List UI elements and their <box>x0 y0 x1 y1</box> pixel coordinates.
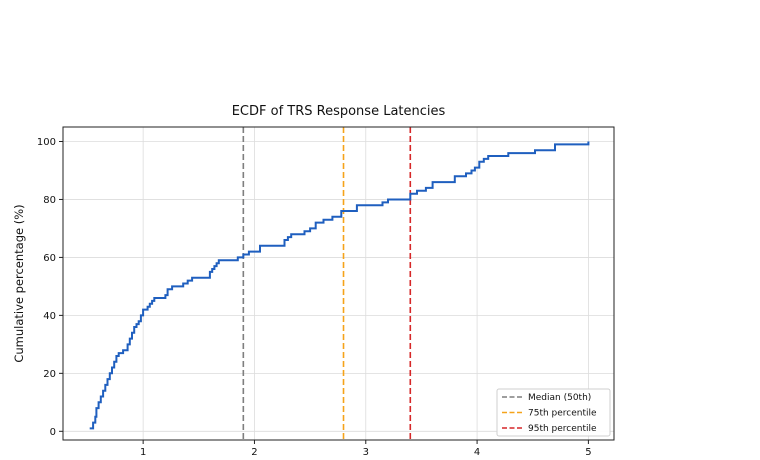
reference-lines <box>242 127 412 440</box>
series-group <box>89 141 590 430</box>
chart-title: ECDF of TRS Response Latencies <box>232 104 446 119</box>
plot-frame <box>62 126 615 441</box>
legend-label: 75th percentile <box>528 409 597 419</box>
x-tick-label: 4 <box>474 447 480 458</box>
y-axis-label: Cumulative percentage (%) <box>12 204 26 362</box>
legend-label: 95th percentile <box>528 424 597 434</box>
y-tick-label: 40 <box>43 311 56 322</box>
axis-ticks: 1 2 3 4 5 0 20 40 60 80 100 <box>37 137 592 458</box>
grid <box>63 127 614 440</box>
x-tick-label: 3 <box>363 447 369 458</box>
ecdf-line <box>89 141 590 430</box>
y-tick-label: 60 <box>43 253 56 264</box>
legend-label: Median (50th) <box>528 393 591 403</box>
legend-box <box>496 388 611 437</box>
x-tick-label: 2 <box>251 447 257 458</box>
legend: Median (50th) 75th percentile 95th percent… <box>496 388 611 437</box>
y-tick-label: 100 <box>37 137 56 148</box>
x-tick-label: 1 <box>140 447 146 458</box>
y-tick-label: 20 <box>43 369 56 380</box>
x-tick-label: 5 <box>585 447 591 458</box>
y-tick-label: 80 <box>43 195 56 206</box>
y-tick-label: 0 <box>50 427 56 438</box>
